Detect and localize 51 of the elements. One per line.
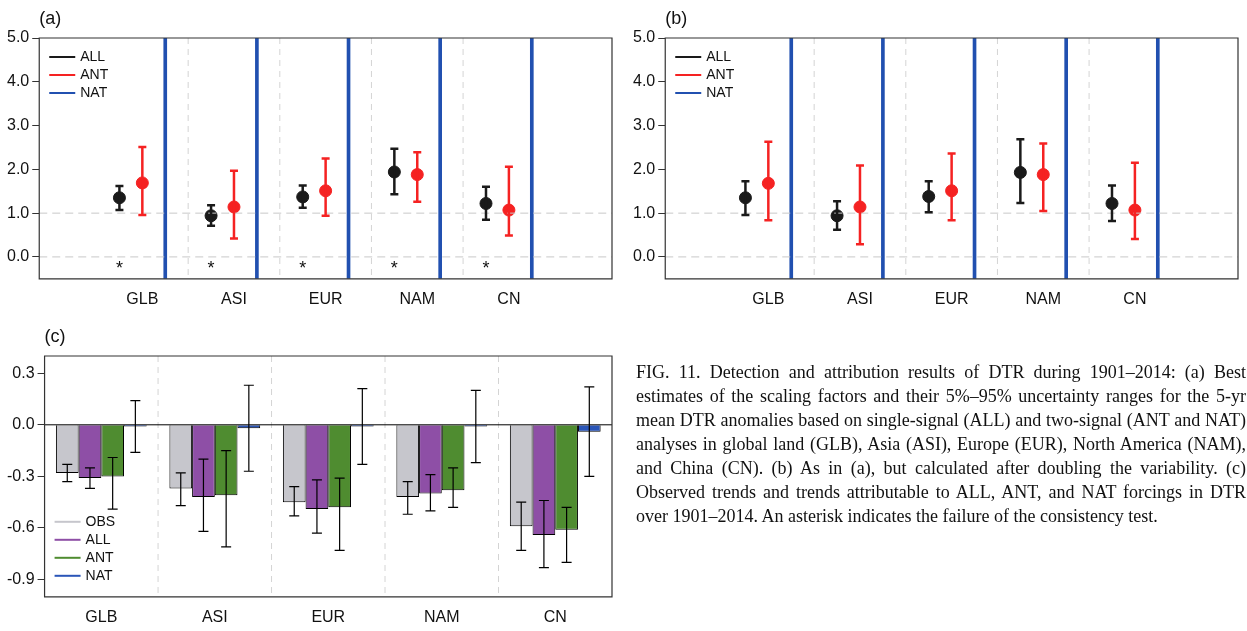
legend-label: ANT	[706, 65, 735, 82]
legend-label: OBS	[85, 512, 116, 529]
x-tick-label: EUR	[311, 607, 346, 625]
y-tick-label: -0.9	[6, 570, 35, 588]
x-tick-label: GLB	[126, 289, 159, 307]
annotation: *	[115, 257, 123, 278]
legend-label: ANT	[85, 548, 115, 565]
y-tick-label: 0.0	[12, 415, 35, 433]
legend-label: ANT	[80, 65, 109, 82]
y-tick-label: 5.0	[6, 28, 30, 46]
x-tick-label: GLB	[752, 289, 785, 307]
chart-title: (c)	[44, 326, 66, 346]
legend-label: ALL	[85, 530, 111, 547]
annotation: *	[482, 257, 490, 278]
y-tick-label: 4.0	[6, 72, 30, 90]
x-tick-label: EUR	[934, 289, 969, 307]
legend-label: NAT	[85, 566, 113, 583]
legend-label: ALL	[80, 47, 106, 64]
y-tick-label: 1.0	[632, 203, 656, 221]
annotation: *	[390, 257, 398, 278]
annotation: *	[207, 257, 215, 278]
legend-label: NAT	[706, 83, 734, 100]
x-tick-label: NAM	[1025, 289, 1062, 307]
annotation: *	[299, 257, 307, 278]
x-tick-label: EUR	[308, 289, 343, 307]
x-tick-label: CN	[1123, 289, 1147, 307]
x-tick-label: CN	[543, 607, 567, 625]
y-tick-label: 0.0	[6, 247, 30, 265]
y-tick-label: -0.6	[6, 518, 35, 536]
y-tick-label: -0.3	[6, 466, 35, 484]
y-tick-label: 3.0	[632, 115, 656, 133]
x-tick-label: CN	[497, 289, 521, 307]
y-tick-label: 1.0	[6, 203, 30, 221]
chart-title: (a)	[39, 8, 62, 28]
legend-label: NAT	[80, 83, 108, 100]
x-tick-label: ASI	[221, 289, 247, 307]
caption: FIG. 11. Detection and attribution results of DTR during 1901–2014: (a) Best estimates of the scaling factors and their 5%–95% uncertainty ranges for the 5-yr mean DTR anomalies based on single-signal (ALL) and two-signal (ANT and NAT) analyses in global land (GLB), Asia (ASI), Europe (EUR), North America (NAM), and China (CN). (b) As in (a), but calculated after doubling the variability. (c) Observed trends and trends attributable to ALL, ANT, and NAT forcings in DTR over 1901–2014. An asterisk indicates the failure of the consistency test.	[636, 361, 1246, 528]
x-tick-label: ASI	[201, 607, 228, 625]
x-tick-label: ASI	[847, 289, 873, 307]
x-tick-label: GLB	[85, 607, 118, 625]
y-tick-label: 2.0	[632, 159, 656, 177]
y-tick-label: 0.0	[632, 247, 656, 265]
y-tick-label: 2.0	[6, 159, 30, 177]
legend-label: ALL	[706, 47, 732, 64]
x-tick-label: NAM	[399, 289, 436, 307]
y-tick-label: 4.0	[632, 72, 656, 90]
y-tick-label: 3.0	[6, 115, 30, 133]
chart-title: (b)	[665, 8, 688, 28]
x-tick-label: NAM	[423, 607, 460, 625]
y-tick-label: 0.3	[12, 363, 35, 381]
y-tick-label: 5.0	[632, 28, 656, 46]
